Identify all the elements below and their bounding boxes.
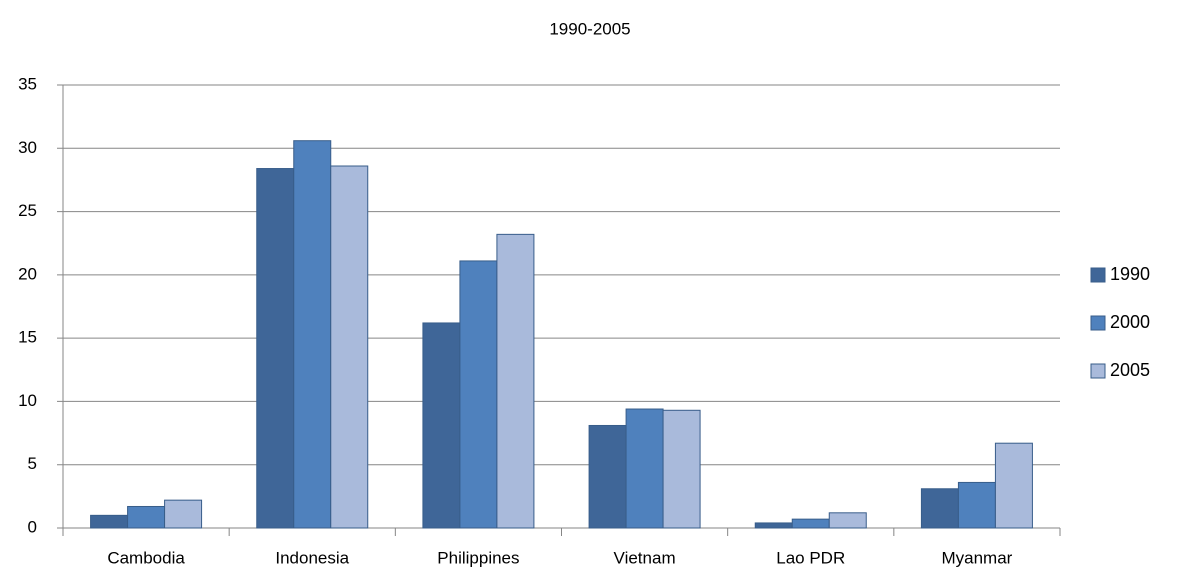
bar: [422, 322, 461, 529]
bar: [256, 168, 295, 529]
legend-swatch: [1090, 363, 1106, 379]
bar: [588, 424, 627, 529]
bar: [920, 488, 959, 529]
y-tick-label: 5: [28, 454, 37, 473]
bar: [791, 518, 830, 529]
legend-swatch: [1090, 315, 1106, 331]
bar: [625, 408, 664, 529]
x-tick-label: Lao PDR: [776, 548, 845, 567]
bar: [90, 514, 129, 529]
bar: [293, 140, 332, 529]
y-tick-label: 35: [18, 74, 37, 93]
bar: [662, 409, 701, 529]
x-tick-label: Indonesia: [275, 548, 349, 567]
legend-swatch: [1090, 267, 1106, 283]
bar: [330, 165, 369, 529]
y-tick-label: 0: [28, 517, 37, 536]
bar: [754, 522, 793, 529]
bar: [496, 233, 535, 529]
y-tick-label: 20: [18, 264, 37, 283]
x-tick-label: Vietnam: [614, 548, 676, 567]
bar: [164, 499, 203, 529]
y-tick-label: 30: [18, 138, 37, 157]
y-tick-label: 25: [18, 201, 37, 220]
x-tick-label: Myanmar: [941, 548, 1012, 567]
x-tick-label: Cambodia: [107, 548, 185, 567]
legend-label: 1990: [1110, 264, 1150, 284]
y-tick-label: 10: [18, 391, 37, 410]
bar: [994, 442, 1033, 529]
bar: [828, 512, 867, 529]
bar: [957, 481, 996, 529]
legend-label: 2005: [1110, 360, 1150, 380]
y-tick-label: 15: [18, 328, 37, 347]
legend-label: 2000: [1110, 312, 1150, 332]
x-tick-label: Philippines: [437, 548, 519, 567]
chart-title: 1990-2005: [549, 19, 630, 38]
bar: [459, 260, 498, 529]
bar: [127, 505, 166, 529]
